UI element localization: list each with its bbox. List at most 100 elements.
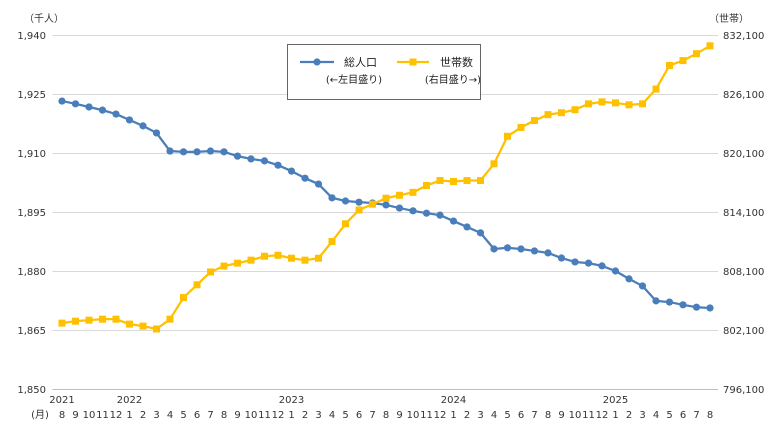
households-point [153, 325, 160, 333]
x-axis-month-label: 10 [245, 410, 258, 421]
households-point [504, 132, 511, 140]
households-point [585, 100, 592, 108]
left-axis-tick-label: 1,940 [17, 31, 46, 42]
x-axis-month-label: 4 [329, 410, 335, 421]
x-axis-month-label: 12 [110, 410, 123, 421]
households-point [261, 252, 268, 260]
x-axis-month-label: 2 [140, 410, 146, 421]
households-point [166, 315, 174, 323]
right-axis-tick-label: 802,100 [723, 326, 764, 337]
households-point [463, 177, 471, 185]
households-point [288, 254, 295, 262]
population-point [85, 103, 93, 111]
households-point [598, 98, 606, 106]
legend-population-note: (←左目盛り) [326, 73, 382, 86]
left-axis: （千人） 1,850 1,865 1,880 1,895 1,910 1,925 1,940 [17, 13, 64, 396]
population-series [58, 97, 714, 312]
legend-item-households: 世帯数 (右目盛り→) [397, 56, 481, 86]
households-point [436, 177, 444, 185]
x-axis-year-label: 2025 [603, 395, 628, 406]
households-point [706, 42, 714, 50]
households-point [112, 315, 120, 323]
population-point [679, 301, 687, 309]
population-point [58, 97, 66, 105]
x-axis-month-label: 11 [258, 410, 271, 421]
population-point [517, 245, 525, 253]
households-point [328, 238, 336, 245]
households-point [639, 100, 646, 108]
legend-item-population: 総人口 (←左目盛り) [300, 55, 382, 86]
households-point [220, 262, 228, 270]
x-axis-month-label: 1 [450, 410, 456, 421]
population-point [490, 245, 498, 253]
households-point [396, 191, 403, 199]
x-axis-month-label: 1 [126, 410, 132, 421]
x-axis-month-label: 3 [639, 410, 645, 421]
households-point [531, 117, 538, 125]
households-point [450, 178, 457, 186]
population-point [112, 110, 120, 118]
right-axis-tick-label: 808,100 [723, 267, 764, 278]
x-axis-month-label: 9 [234, 410, 240, 421]
population-point [314, 180, 323, 188]
population-point [544, 249, 552, 257]
population-point [584, 259, 593, 267]
x-axis-month-label: 11 [96, 410, 109, 421]
population-point [193, 148, 201, 156]
households-point [85, 316, 93, 324]
x-axis-month-label: 6 [356, 410, 362, 421]
x-axis-month-label: 8 [545, 410, 551, 421]
population-point [274, 161, 282, 169]
legend-households-marker [409, 58, 417, 66]
left-axis-tick-label: 1,865 [17, 326, 46, 337]
households-series [58, 42, 714, 333]
population-point [139, 122, 147, 130]
x-axis-year-label: 2024 [441, 395, 466, 406]
households-point [355, 206, 363, 214]
population-point [476, 229, 485, 237]
left-axis-tick-label: 1,910 [17, 149, 46, 160]
series [58, 42, 714, 333]
x-axis-unit-label: (月) [31, 409, 49, 421]
left-axis-tick-label: 1,925 [17, 90, 46, 101]
legend-households-label: 世帯数 [440, 56, 473, 69]
x-axis-month-label: 7 [693, 410, 699, 421]
right-axis-tick-label: 820,100 [723, 149, 764, 160]
households-point [409, 188, 417, 196]
households-point [99, 315, 106, 323]
population-point [233, 152, 242, 160]
x-axis-month-label: 4 [491, 410, 497, 421]
population-point [125, 116, 134, 124]
x-axis-month-label: 5 [666, 410, 672, 421]
population-point [571, 258, 579, 266]
x-axis-month-label: 2 [302, 410, 308, 421]
x-axis-month-label: 10 [83, 410, 96, 421]
population-point [463, 223, 471, 231]
x-axis-month-label: 11 [420, 410, 433, 421]
population-point [328, 194, 336, 202]
left-axis-tick-label: 1,880 [17, 267, 46, 278]
population-point [301, 174, 309, 182]
households-point [342, 220, 349, 228]
x-axis-year-label: 2022 [117, 395, 142, 406]
population-point [220, 148, 228, 156]
legend: 総人口 (←左目盛り) 世帯数 (右目盛り→) [287, 44, 481, 100]
x-axis-month-label: 5 [342, 410, 348, 421]
x-axis-month-label: 7 [207, 410, 213, 421]
x-axis-year-label: 2023 [279, 395, 304, 406]
x-axis-month-label: 1 [612, 410, 618, 421]
population-point [341, 197, 350, 205]
households-point [666, 61, 673, 69]
x-axis-month-label: 8 [707, 410, 713, 421]
x-axis-month-label: 4 [167, 410, 173, 421]
population-point [287, 167, 296, 175]
right-axis-unit-label: （世帯） [709, 12, 749, 25]
right-axis-tick-label: 826,100 [723, 90, 764, 101]
x-axis-month-label: 3 [315, 410, 321, 421]
population-point [625, 275, 633, 283]
population-point [179, 148, 188, 156]
x-axis-month-label: 7 [369, 410, 375, 421]
households-point [625, 101, 633, 109]
